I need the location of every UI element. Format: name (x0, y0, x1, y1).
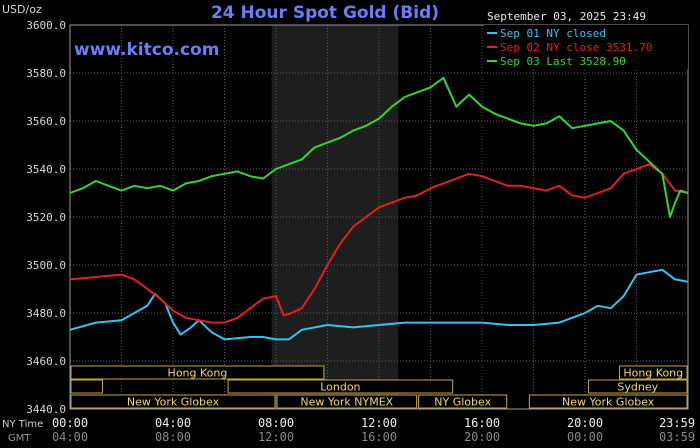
x-tick-label-ny: 12:00 (361, 416, 397, 430)
legend-entry: Sep 01 NY closed (500, 27, 606, 40)
session-bar (70, 365, 325, 380)
session-bars: Hong Kong Hong Kong London Sydney New York G… (70, 365, 688, 409)
y-tick-label: 3500.0 (26, 259, 66, 272)
session-bar (70, 379, 103, 394)
y-tick-label: 3460.0 (26, 355, 66, 368)
y-tick-label: 3600.0 (26, 19, 66, 32)
x-tick-label-gmt: 08:00 (155, 430, 191, 444)
series-line-3 (69, 76, 689, 218)
session-bar (588, 379, 688, 394)
y-axis-unit: USD/oz (2, 3, 42, 16)
y-tick-label: 3540.0 (26, 163, 66, 176)
y-tick-label: 3480.0 (26, 307, 66, 320)
gmt-title: GMT (8, 433, 31, 444)
x-tick-label-ny: 23:59 (659, 416, 695, 430)
session-label: New York NYMEX (300, 396, 393, 409)
series-line-2 (69, 163, 689, 324)
plot-frame (69, 24, 689, 410)
y-tick-label: 3560.0 (26, 115, 66, 128)
x-tick-label-gmt: 03:59 (659, 430, 695, 444)
session-bar (528, 394, 688, 409)
session-label: New York Globex (127, 396, 220, 409)
x-tick-label-ny: 16:00 (464, 416, 500, 430)
series-line-1 (69, 268, 689, 341)
x-tick-label-ny: 08:00 (258, 416, 294, 430)
session-bar (227, 379, 454, 394)
x-tick-label-gmt: 16:00 (361, 430, 397, 444)
session-label: NY Globex (434, 396, 491, 409)
legend-box (484, 25, 688, 69)
website-watermark: www.kitco.com (74, 40, 219, 60)
x-tick-label-gmt: 12:00 (258, 430, 294, 444)
chart-title: 24 Hour Spot Gold (Bid) (211, 3, 439, 23)
session-label: London (320, 381, 360, 394)
x-tick-label-gmt: 04:00 (52, 430, 88, 444)
x-tick-label-gmt: 00:00 (567, 430, 603, 444)
x-tick-label-ny: 20:00 (567, 416, 603, 430)
x-tick-label-ny: 04:00 (155, 416, 191, 430)
y-tick-label: 3580.0 (26, 67, 66, 80)
ny-time-title: NY Time (2, 419, 43, 430)
session-bar (70, 394, 276, 409)
timestamp: September 03, 2025 23:49 (487, 10, 646, 23)
session-label: New York Globex (562, 396, 655, 409)
x-tick-label-ny: 00:00 (52, 416, 88, 430)
x-tick-label-gmt: 20:00 (464, 430, 500, 444)
session-label: Sydney (617, 381, 658, 394)
y-tick-label: 3440.0 (26, 403, 66, 416)
session-label: Hong Kong (168, 367, 228, 380)
y-tick-label: 3520.0 (26, 211, 66, 224)
x-axis-labels: NY TimeGMT00:0004:0004:0008:0008:0012:00… (2, 416, 695, 444)
legend-entry: Sep 02 NY close 3531.70 (500, 41, 652, 54)
session-bar (276, 394, 418, 409)
session-bar (418, 394, 508, 409)
y-axis-tick-labels: 3440.0 3460.0 3480.0 3500.0 3520.0 3540.0 3560… (26, 19, 66, 416)
legend-entry: Sep 03 Last 3528.90 (500, 55, 626, 68)
session-bar (618, 365, 688, 380)
session-label: Hong Kong (623, 367, 683, 380)
price-series (69, 76, 689, 341)
